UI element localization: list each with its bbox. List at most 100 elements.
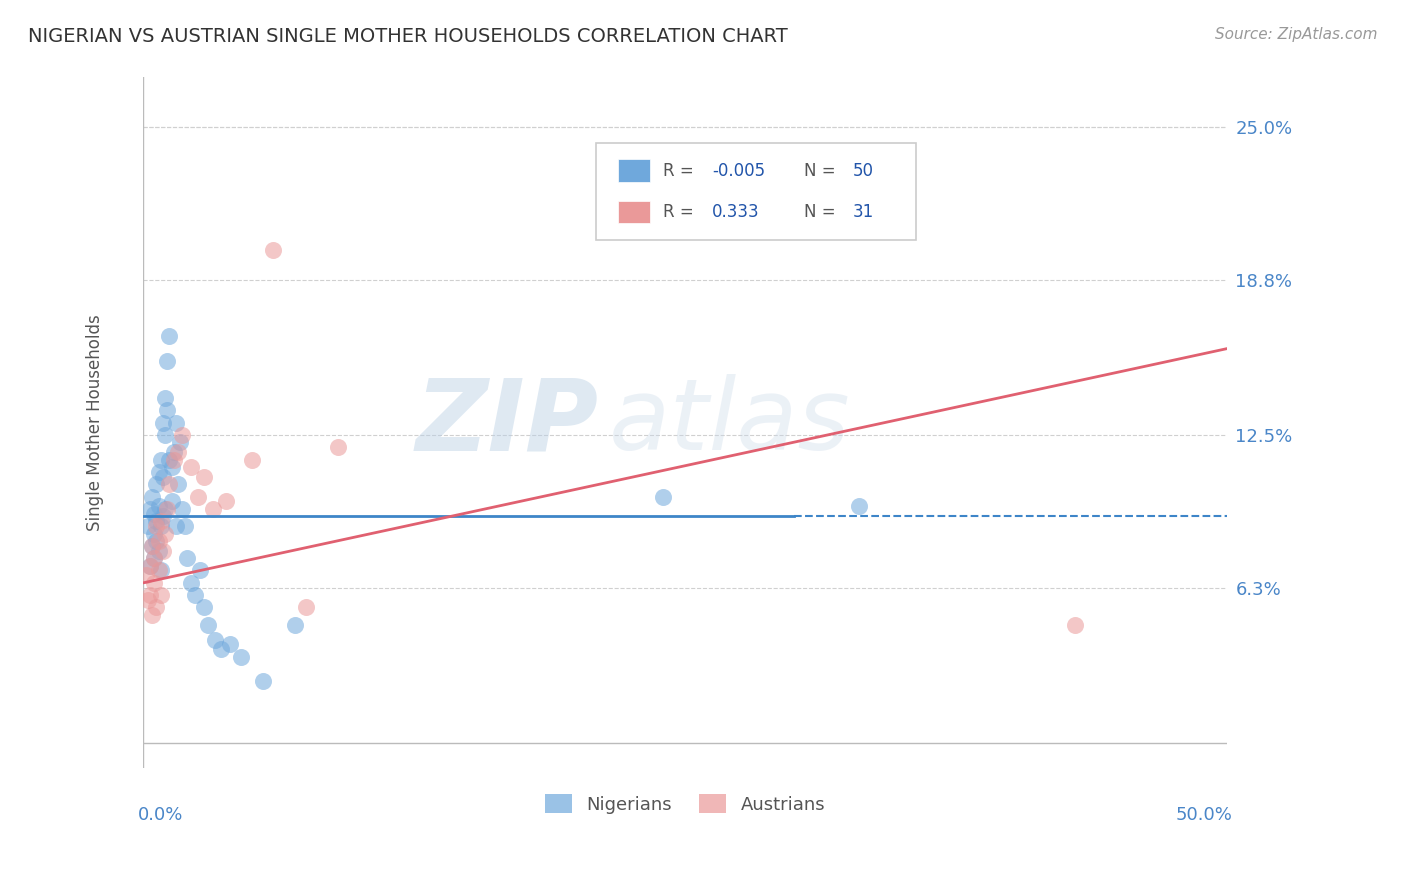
Text: 0.333: 0.333 bbox=[713, 203, 759, 221]
Point bbox=[136, 593, 159, 607]
Point bbox=[134, 568, 156, 582]
Point bbox=[652, 490, 675, 504]
Point bbox=[165, 416, 187, 430]
Point bbox=[149, 452, 172, 467]
Text: NIGERIAN VS AUSTRIAN SINGLE MOTHER HOUSEHOLDS CORRELATION CHART: NIGERIAN VS AUSTRIAN SINGLE MOTHER HOUSE… bbox=[28, 27, 787, 45]
Point bbox=[148, 500, 170, 514]
Point bbox=[204, 632, 226, 647]
Point bbox=[149, 588, 172, 602]
Point bbox=[149, 514, 172, 528]
Point bbox=[153, 501, 176, 516]
Point bbox=[219, 637, 242, 651]
Point bbox=[139, 501, 162, 516]
Point bbox=[295, 600, 318, 615]
Point bbox=[160, 459, 183, 474]
Point bbox=[145, 533, 167, 548]
Point bbox=[165, 519, 187, 533]
Point bbox=[153, 526, 176, 541]
Point bbox=[141, 490, 163, 504]
Point bbox=[180, 575, 202, 590]
Point bbox=[176, 551, 198, 566]
Point bbox=[193, 600, 215, 615]
Bar bbox=[619, 201, 651, 223]
Point bbox=[153, 428, 176, 442]
Point bbox=[186, 490, 208, 504]
Point bbox=[152, 416, 174, 430]
Point bbox=[156, 403, 179, 417]
Point bbox=[156, 354, 179, 368]
Point bbox=[1064, 617, 1087, 632]
Point bbox=[143, 551, 166, 566]
Point bbox=[148, 564, 170, 578]
Text: -0.005: -0.005 bbox=[713, 161, 765, 179]
Point bbox=[143, 507, 166, 521]
Point bbox=[163, 445, 186, 459]
Point bbox=[163, 452, 186, 467]
Text: atlas: atlas bbox=[609, 374, 851, 471]
Point bbox=[169, 435, 191, 450]
Point bbox=[160, 494, 183, 508]
Text: N =: N = bbox=[804, 161, 841, 179]
Point bbox=[139, 588, 162, 602]
Point bbox=[139, 558, 162, 573]
Point bbox=[141, 539, 163, 553]
Point bbox=[215, 494, 238, 508]
Point bbox=[848, 500, 870, 514]
Point bbox=[209, 642, 232, 657]
Point bbox=[143, 551, 166, 566]
Point bbox=[284, 617, 307, 632]
Point bbox=[240, 452, 263, 467]
Point bbox=[153, 391, 176, 405]
Point bbox=[152, 470, 174, 484]
Point bbox=[149, 519, 172, 533]
Text: Source: ZipAtlas.com: Source: ZipAtlas.com bbox=[1215, 27, 1378, 42]
Legend: Nigerians, Austrians: Nigerians, Austrians bbox=[537, 787, 832, 821]
Point bbox=[149, 564, 172, 578]
Point bbox=[229, 649, 252, 664]
Point bbox=[184, 588, 207, 602]
Text: ZIP: ZIP bbox=[415, 374, 599, 471]
Text: R =: R = bbox=[664, 203, 700, 221]
Point bbox=[152, 543, 174, 558]
Point bbox=[262, 243, 284, 257]
Point bbox=[143, 526, 166, 541]
Point bbox=[201, 501, 224, 516]
Point bbox=[167, 445, 190, 459]
Point bbox=[157, 452, 180, 467]
Point bbox=[172, 501, 194, 516]
Point bbox=[252, 674, 274, 689]
Text: 31: 31 bbox=[853, 203, 875, 221]
Point bbox=[145, 477, 167, 491]
Point bbox=[148, 533, 170, 548]
Point bbox=[193, 470, 215, 484]
Point bbox=[145, 600, 167, 615]
Point bbox=[148, 543, 170, 558]
Text: N =: N = bbox=[804, 203, 841, 221]
FancyBboxPatch shape bbox=[596, 143, 915, 240]
Point bbox=[328, 440, 350, 454]
Point bbox=[172, 428, 194, 442]
Bar bbox=[619, 160, 651, 182]
Point bbox=[141, 539, 163, 553]
Point bbox=[180, 459, 202, 474]
Point bbox=[152, 509, 174, 524]
Point bbox=[188, 564, 211, 578]
Point bbox=[167, 477, 190, 491]
Text: Single Mother Households: Single Mother Households bbox=[86, 314, 104, 531]
Point bbox=[173, 519, 195, 533]
Point bbox=[157, 329, 180, 343]
Text: R =: R = bbox=[664, 161, 700, 179]
Text: 50: 50 bbox=[853, 161, 875, 179]
Point bbox=[156, 501, 179, 516]
Point bbox=[148, 465, 170, 479]
Point bbox=[157, 477, 180, 491]
Point bbox=[143, 575, 166, 590]
Point bbox=[145, 514, 167, 528]
Point bbox=[145, 519, 167, 533]
Text: 50.0%: 50.0% bbox=[1175, 805, 1233, 823]
Point bbox=[197, 617, 219, 632]
Point bbox=[141, 607, 163, 622]
Point bbox=[136, 519, 159, 533]
Text: 0.0%: 0.0% bbox=[138, 805, 183, 823]
Point bbox=[139, 558, 162, 573]
